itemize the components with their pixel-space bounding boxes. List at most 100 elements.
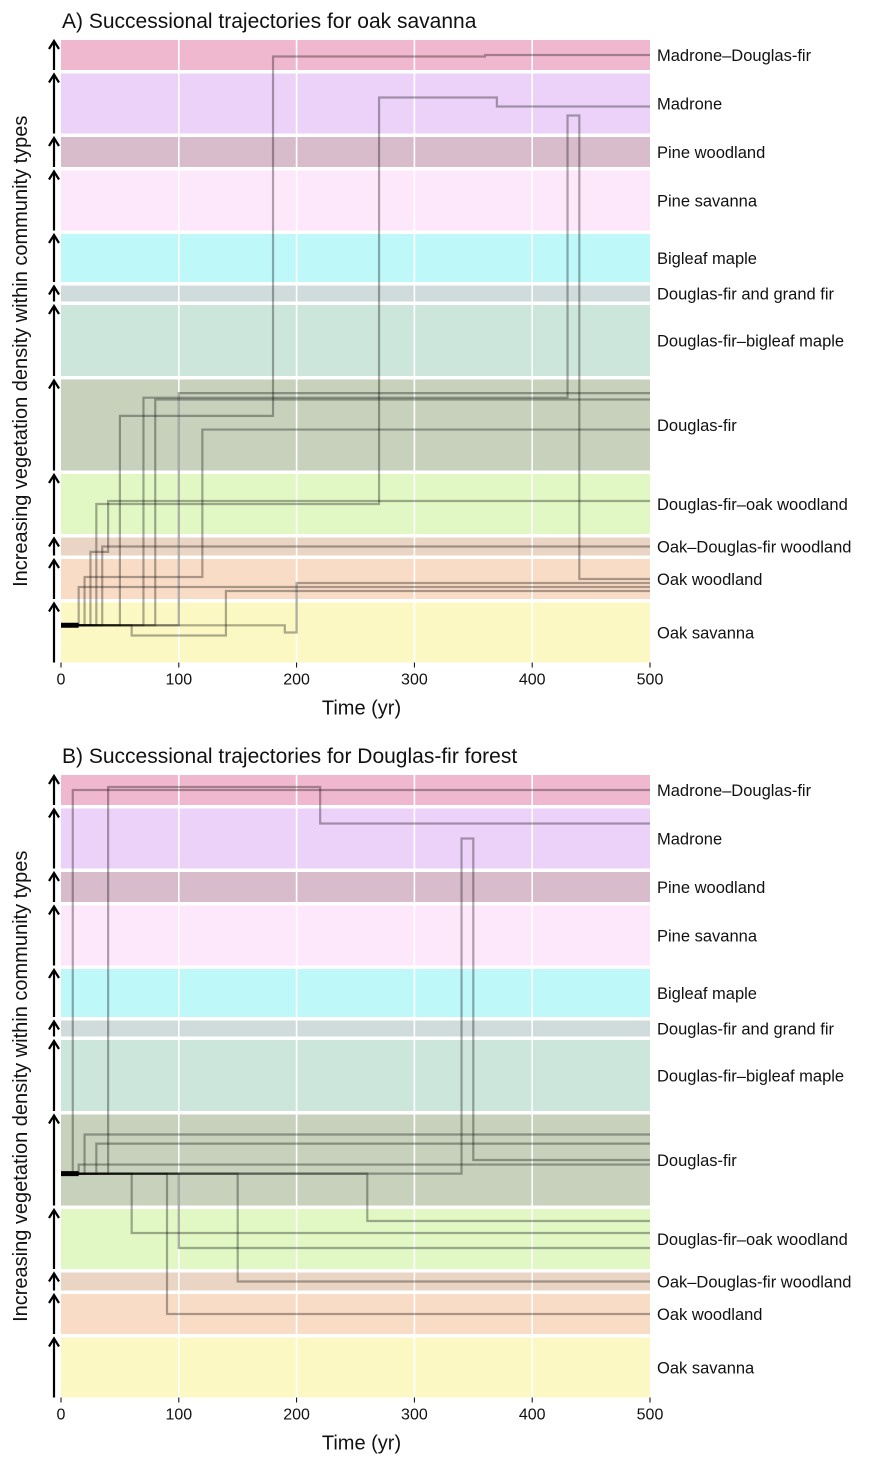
trajectory-line: [61, 1172, 650, 1223]
band-label: Oak savanna: [657, 1360, 755, 1378]
panel-a: A) Successional trajectories for oak sav…: [0, 0, 877, 730]
x-tick-label: 100: [165, 1407, 192, 1424]
band-oak-woodland: [61, 1294, 650, 1334]
band-oak-douglas-fir-woodland: [61, 537, 650, 556]
density-arrow-head: [48, 1336, 60, 1348]
band-pine-savanna: [61, 170, 650, 231]
band-oak-savanna: [61, 1337, 650, 1398]
trajectory-line: [61, 1172, 650, 1316]
x-axis-label: Time (yr): [322, 698, 401, 720]
band-label: Oak–Douglas-fir woodland: [657, 539, 851, 557]
x-tick-label: 400: [519, 672, 546, 689]
trajectory-line: [61, 837, 650, 1175]
community-bands: [61, 40, 650, 663]
band-label: Pine woodland: [657, 879, 765, 897]
trajectory-line: [61, 53, 650, 627]
trajectory-line: [61, 392, 650, 627]
band-labels: Madrone–Douglas-fir Madrone Pine woodland P…: [657, 47, 851, 643]
chart-b: B) Successional trajectories for Douglas…: [10, 745, 851, 1455]
trajectory-line: [61, 785, 650, 1175]
x-tick-label: 500: [637, 672, 664, 689]
band-label: Madrone–Douglas-fir: [657, 47, 812, 65]
band-pine-savanna: [61, 905, 650, 966]
band-label: Douglas-fir and grand fir: [657, 1021, 835, 1039]
chart-title: A) Successional trajectories for oak sav…: [62, 10, 477, 33]
band-oak-savanna: [61, 602, 650, 663]
band-madrone: [61, 808, 650, 869]
band-douglas-fir: [61, 1114, 650, 1206]
density-arrow-head: [48, 870, 60, 882]
density-arrow-head: [48, 232, 60, 244]
band-label: Oak woodland: [657, 1306, 763, 1324]
density-arrow-head: [48, 284, 60, 296]
band-madrone-douglas-fir: [61, 775, 650, 805]
band-douglas-fir-and-grand-fir: [61, 1020, 650, 1037]
density-arrow-head: [48, 601, 60, 613]
density-arrow-head: [48, 72, 60, 84]
band-label: Madrone: [657, 96, 722, 114]
trajectory-line: [61, 589, 650, 637]
trajectory-line: [61, 1172, 650, 1283]
x-tick-label: 200: [283, 672, 310, 689]
y-axis-label: Increasing vegetation density within com…: [10, 851, 32, 1322]
band-pine-woodland: [61, 137, 650, 167]
density-arrow-head: [48, 773, 60, 785]
band-label: Pine woodland: [657, 144, 765, 162]
trajectory-line: [61, 96, 650, 627]
trajectory-line: [61, 398, 650, 627]
density-arrow-head: [48, 472, 60, 484]
band-label: Douglas-fir–bigleaf maple: [657, 1068, 844, 1086]
band-label: Oak woodland: [657, 571, 763, 589]
x-axis-ticks: 0 100 200 300 400 500: [57, 662, 664, 689]
trajectory-line: [61, 1172, 650, 1235]
x-tick-label: 300: [401, 672, 428, 689]
density-arrow-head: [48, 169, 60, 181]
density-arrow-head: [48, 38, 60, 50]
band-douglas-fir-oak-woodland: [61, 474, 650, 534]
band-label: Oak–Douglas-fir woodland: [657, 1274, 851, 1292]
density-arrow-head: [48, 1207, 60, 1219]
trajectory-line: [61, 1172, 650, 1250]
x-tick-label: 300: [401, 1407, 428, 1424]
x-tick-label: 0: [57, 1407, 66, 1424]
grid-lines: [178, 775, 534, 1398]
band-label: Douglas-fir: [657, 1152, 737, 1170]
trajectory-line: [61, 581, 650, 634]
x-tick-label: 0: [57, 672, 66, 689]
band-label: Madrone–Douglas-fir: [657, 782, 812, 800]
y-axis-label: Increasing vegetation density within com…: [10, 116, 32, 587]
band-oak-douglas-fir-woodland: [61, 1272, 650, 1291]
band-madrone-douglas-fir: [61, 40, 650, 70]
grid-lines: [178, 40, 534, 663]
density-arrow-head: [48, 303, 60, 315]
density-arrow-head: [48, 557, 60, 569]
density-arrow-head: [48, 378, 60, 390]
density-arrow-head: [48, 904, 60, 916]
band-douglas-fir-bigleaf-maple: [61, 305, 650, 376]
density-arrows: [48, 38, 60, 663]
band-label: Madrone: [657, 831, 722, 849]
trajectory-line: [61, 545, 650, 627]
trajectories: [61, 53, 650, 637]
density-arrow-head: [48, 1271, 60, 1283]
band-label: Pine savanna: [657, 193, 758, 211]
x-tick-label: 100: [165, 672, 192, 689]
band-label: Bigleaf maple: [657, 250, 757, 268]
trajectory-line: [61, 114, 650, 627]
trajectory-line: [61, 499, 650, 627]
band-labels: Madrone–Douglas-fir Madrone Pine woodland P…: [657, 782, 851, 1378]
band-bigleaf-maple: [61, 969, 650, 1017]
density-arrow-head: [48, 135, 60, 147]
band-pine-woodland: [61, 872, 650, 902]
band-label: Douglas-fir–oak woodland: [657, 496, 848, 514]
panel-b: B) Successional trajectories for Douglas…: [0, 735, 877, 1465]
density-arrow-head: [48, 1038, 60, 1050]
band-label: Douglas-fir–bigleaf maple: [657, 333, 844, 351]
density-arrow-head: [48, 967, 60, 979]
band-label: Douglas-fir–oak woodland: [657, 1231, 848, 1249]
chart-title: B) Successional trajectories for Douglas…: [62, 745, 517, 768]
density-arrows: [48, 773, 60, 1398]
x-tick-label: 400: [519, 1407, 546, 1424]
band-bigleaf-maple: [61, 234, 650, 282]
band-label: Douglas-fir: [657, 417, 737, 435]
